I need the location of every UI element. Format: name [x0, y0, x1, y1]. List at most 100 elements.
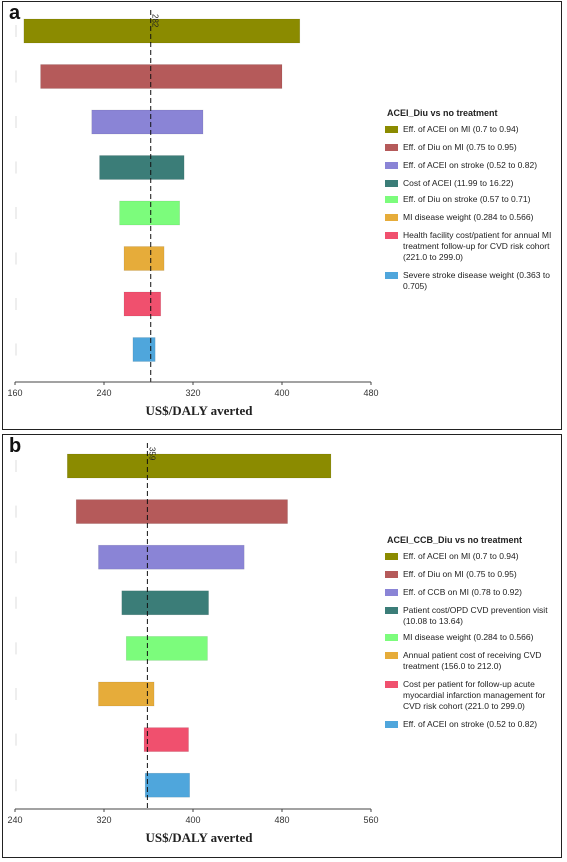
bar [98, 545, 245, 570]
bar-outline [132, 337, 156, 362]
legend-label: Eff. of Diu on MI (0.75 to 0.95) [403, 569, 517, 579]
bar-outline [23, 18, 301, 44]
tornado-chart-a: 282 160 240 320 400 480 US$/DALY averted [7, 10, 379, 418]
x-tick-label: 560 [363, 815, 378, 825]
legend-swatch [385, 634, 398, 641]
legend-swatch [385, 721, 398, 728]
legend-item: Cost per patient for follow-up acute myo… [385, 679, 560, 712]
bar-outline [125, 636, 208, 661]
bar [144, 727, 189, 752]
legend-label: Eff. of Diu on stroke (0.57 to 0.71) [403, 194, 531, 204]
legend-swatch [385, 232, 398, 239]
legend-label: Eff. of ACEI on MI (0.7 to 0.94) [403, 124, 519, 134]
tornado-chart-b: 359 240 320 400 480 560 US$/DALY averted [7, 443, 379, 845]
bar [67, 454, 331, 478]
bar [124, 292, 161, 316]
legend-title: ACEI_Diu vs no treatment [387, 108, 498, 118]
x-tick-label: 320 [185, 388, 200, 398]
bar [145, 773, 190, 798]
bar-outline [123, 291, 162, 317]
legend-item: Eff. of ACEI on MI (0.7 to 0.94) [385, 551, 560, 562]
legend-a: ACEI_Diu vs no treatment Eff. of ACEI on… [385, 108, 560, 299]
panel-a: a 282 160 240 320 400 480 US$/DALY averted ACE… [2, 1, 562, 430]
bar-outline [40, 64, 283, 89]
legend-label: Cost of ACEI (11.99 to 16.22) [403, 178, 514, 188]
legend-label: MI disease weight (0.284 to 0.566) [403, 632, 534, 642]
panel-letter: a [9, 2, 21, 24]
legend-swatch [385, 272, 398, 279]
bar-outline [119, 200, 180, 226]
bar [98, 682, 155, 706]
bar-outline [91, 109, 204, 135]
x-axis-label: US$/DALY averted [145, 830, 253, 845]
legend-item: Eff. of Diu on stroke (0.57 to 0.71) [385, 194, 560, 205]
panel-b: b 359 240 320 400 480 560 US$/DALY averted ACE… [2, 434, 562, 858]
x-tick-label: 480 [274, 815, 289, 825]
legend-item: Eff. of Diu on MI (0.75 to 0.95) [385, 569, 560, 580]
legend-item: Patient cost/OPD CVD prevention visit (1… [385, 605, 560, 627]
legend-item: MI disease weight (0.284 to 0.566) [385, 632, 560, 643]
bar [119, 201, 180, 225]
x-tick-label: 160 [7, 388, 22, 398]
legend-label: Health facility cost/patient for annual … [403, 230, 552, 262]
bar-outline [75, 499, 288, 524]
legend-swatch [385, 126, 398, 133]
panel-letter: b [9, 435, 22, 457]
legend-item: Eff. of CCB on MI (0.78 to 0.92) [385, 587, 560, 598]
legend-swatch [385, 652, 398, 659]
legend-swatch [385, 553, 398, 560]
legend-swatch [385, 681, 398, 688]
legend-label: Eff. of ACEI on stroke (0.52 to 0.82) [403, 719, 538, 729]
legend-swatch [385, 180, 398, 187]
legend-item: Eff. of ACEI on stroke (0.52 to 0.82) [385, 719, 560, 730]
bar [132, 337, 156, 362]
legend-item: Health facility cost/patient for annual … [385, 230, 560, 263]
legend-swatch [385, 196, 398, 203]
legend-label: Severe stroke disease weight (0.363 to 0… [403, 270, 550, 291]
legend-label: Annual patient cost of receiving CVD tre… [403, 650, 542, 671]
bar-outline [99, 155, 185, 180]
x-tick-label: 480 [363, 388, 378, 398]
bar-outline [144, 772, 190, 798]
legend-swatch [385, 571, 398, 578]
legend-label: MI disease weight (0.284 to 0.566) [403, 212, 534, 222]
bar [40, 64, 283, 89]
bar [121, 590, 209, 615]
bar-outline [98, 681, 155, 707]
legend-item: Eff. of ACEI on MI (0.7 to 0.94) [385, 124, 560, 135]
legend-swatch [385, 607, 398, 614]
x-tick-label: 400 [274, 388, 289, 398]
x-tick-label: 240 [7, 815, 22, 825]
bar-outline [66, 453, 332, 479]
bar-outline [123, 246, 165, 271]
legend-item: Cost of ACEI (11.99 to 16.22) [385, 178, 560, 189]
x-axis-label: US$/DALY averted [145, 403, 253, 418]
legend-item: MI disease weight (0.284 to 0.566) [385, 212, 560, 223]
legend-b: ACEI_CCB_Diu vs no treatment Eff. of ACE… [385, 535, 560, 737]
legend-label: Eff. of ACEI on MI (0.7 to 0.94) [403, 551, 519, 561]
bar [126, 636, 208, 661]
bar [23, 19, 300, 43]
legend-label: Patient cost/OPD CVD prevention visit (1… [403, 605, 548, 626]
x-tick-label: 320 [96, 815, 111, 825]
reference-label: 282 [151, 14, 160, 28]
legend-item: Eff. of Diu on MI (0.75 to 0.95) [385, 142, 560, 153]
legend-swatch [385, 214, 398, 221]
bar-outline [143, 727, 189, 752]
legend-swatch [385, 162, 398, 169]
legend-item: Severe stroke disease weight (0.363 to 0… [385, 270, 560, 292]
x-tick-label: 240 [96, 388, 111, 398]
bar-outline [121, 590, 209, 616]
legend-swatch [385, 144, 398, 151]
bar [76, 499, 288, 524]
legend-title: ACEI_CCB_Diu vs no treatment [387, 535, 523, 545]
legend-item: Eff. of ACEI on stroke (0.52 to 0.82) [385, 160, 560, 171]
legend-swatch [385, 589, 398, 596]
reference-label: 359 [147, 447, 156, 461]
legend-label: Eff. of Diu on MI (0.75 to 0.95) [403, 142, 517, 152]
bar [91, 110, 204, 134]
bar-outline [98, 544, 245, 570]
bar [124, 246, 165, 271]
legend-label: Cost per patient for follow-up acute myo… [403, 679, 546, 711]
bar [99, 155, 185, 180]
